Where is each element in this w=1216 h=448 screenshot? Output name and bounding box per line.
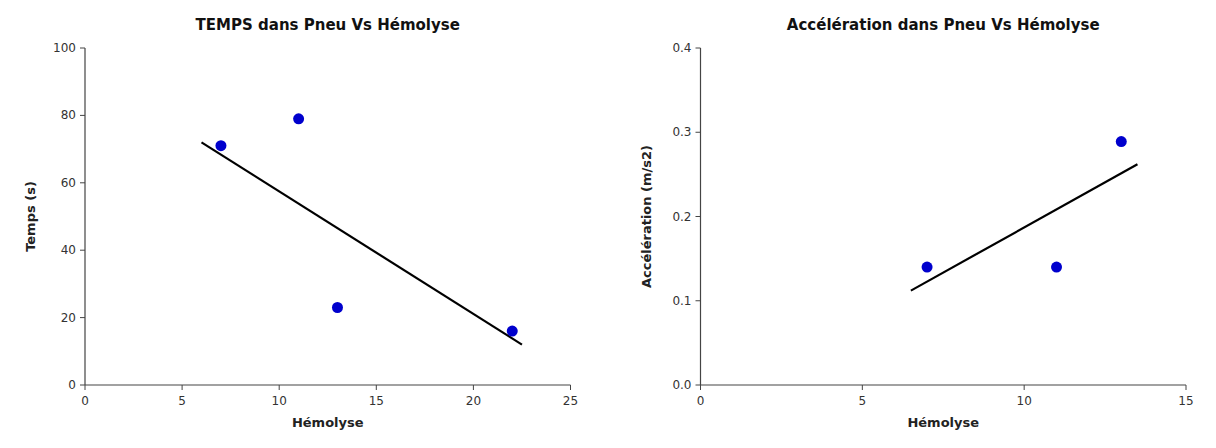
x-tick-label: 0 [81,394,89,408]
y-tick-label: 0.2 [672,210,691,224]
x-tick-label: 10 [1017,394,1032,408]
x-tick-label: 20 [466,394,481,408]
x-tick-label: 0 [697,394,705,408]
x-tick [1024,385,1025,390]
scatter-point [1051,262,1062,273]
y-axis-line [84,48,85,385]
x-tick-label: 15 [369,394,384,408]
y-tick-label: 0.4 [672,41,691,55]
scatter-point [507,326,518,337]
y-tick [80,385,85,386]
x-tick [570,385,571,390]
scatter-point [215,140,226,151]
y-tick-label: 80 [61,108,76,122]
y-tick [696,48,701,49]
x-tick [700,385,701,390]
y-tick-label: 0 [68,378,76,392]
y-tick-label: 0.0 [672,378,691,392]
scatter-point [332,302,343,313]
fit-line [911,164,1138,290]
plot-area [202,113,522,344]
chart-title: Accélération dans Pneu Vs Hémolyse [787,16,1100,34]
x-tick [862,385,863,390]
y-tick-label: 0.1 [672,294,691,308]
y-tick-label: 40 [61,243,76,257]
y-tick-label: 100 [53,41,76,55]
y-tick [696,385,701,386]
x-tick-label: 15 [1178,394,1193,408]
y-tick-label: 20 [61,311,76,325]
x-tick [473,385,474,390]
plot-area [911,136,1138,291]
x-tick-label: 10 [272,394,287,408]
y-axis-label: Temps (s) [23,181,38,252]
y-tick-label: 0.3 [672,125,691,139]
panel: 0 5 10 15 20 25 0 20 40 60 80 100 TEMPS dans Pneu Vs… [23,16,578,430]
x-tick-label: 25 [563,394,578,408]
chart-title: TEMPS dans Pneu Vs Hémolyse [196,16,460,34]
x-axis-label: Hémolyse [907,415,979,430]
scatter-point [1116,136,1127,147]
y-tick [80,182,85,183]
y-tick [80,115,85,116]
x-tick [376,385,377,390]
y-tick [696,300,701,301]
y-axis-label: Accélération (m/s2) [639,145,654,288]
scatter-point [922,262,933,273]
y-tick [80,250,85,251]
scatter-point [293,113,304,124]
fit-line [202,142,522,344]
x-tick [85,385,86,390]
x-tick [279,385,280,390]
x-axis-line [701,384,1187,385]
figure: 0510152025020406080100TEMPS dans Pneu Vs… [0,0,1216,448]
x-tick [182,385,183,390]
y-tick [696,132,701,133]
x-tick [1186,385,1187,390]
panel: 0 5 10 15 0.0 0.1 0.2 0.3 0.4 Accélération dans P… [639,16,1194,430]
x-tick-label: 5 [178,394,186,408]
x-axis-label: Hémolyse [292,415,364,430]
y-tick [696,216,701,217]
x-axis-line [85,384,571,385]
y-tick [80,48,85,49]
y-tick [80,317,85,318]
x-tick-label: 5 [859,394,867,408]
y-tick-label: 60 [61,176,76,190]
